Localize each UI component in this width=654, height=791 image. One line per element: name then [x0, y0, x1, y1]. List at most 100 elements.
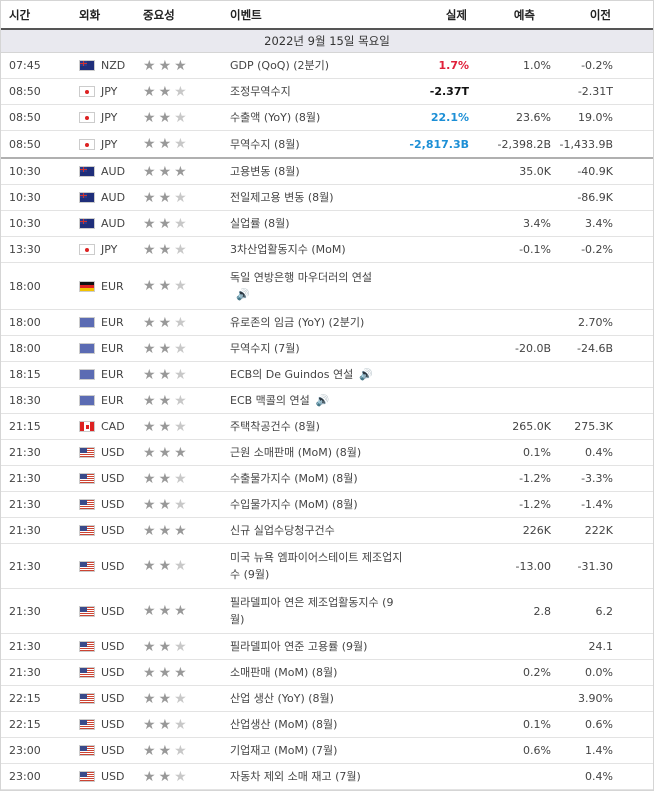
- event-title[interactable]: 필라델피아 연은 제조업활동지수 (9월): [230, 596, 394, 626]
- header-forecast[interactable]: 예측: [513, 7, 535, 22]
- event-title[interactable]: 근원 소매판매 (MoM) (8월): [230, 446, 362, 459]
- star-filled-icon: ★: [143, 522, 159, 539]
- event-time: 23:00: [9, 744, 41, 757]
- event-title[interactable]: 미국 뉴욕 엠파이어스테이트 제조업지수 (9월): [230, 551, 403, 581]
- table-row[interactable]: 21:30 USD ★★★ 필라델피아 연준 고용률 (9월) 24.1: [1, 634, 653, 660]
- event-name[interactable]: 전일제고용 변동 (8월): [228, 185, 406, 210]
- table-row[interactable]: 10:30 AUD ★★★ 고용변동 (8월) 35.0K -40.9K: [1, 159, 653, 185]
- event-forecast: 1.0%: [523, 59, 551, 72]
- star-empty-icon: ★: [174, 638, 190, 655]
- event-name[interactable]: 수출액 (YoY) (8월): [228, 105, 406, 130]
- event-name[interactable]: 근원 소매판매 (MoM) (8월): [228, 440, 406, 465]
- table-row[interactable]: 18:00 EUR ★★★ 독일 연방은행 마우더러의 연설 🔊: [1, 263, 653, 310]
- event-title[interactable]: 고용변동 (8월): [230, 165, 300, 178]
- header-previous[interactable]: 이전: [589, 7, 611, 22]
- event-title[interactable]: 수입물가지수 (MoM) (8월): [230, 498, 358, 511]
- table-row[interactable]: 08:50 JPY ★★★ 조정무역수지 -2.37T -2.31T: [1, 79, 653, 105]
- event-title[interactable]: 무역수지 (8월): [230, 137, 300, 151]
- event-previous: [551, 362, 653, 387]
- event-name[interactable]: 유로존의 임금 (YoY) (2분기): [228, 310, 406, 335]
- event-title[interactable]: 산업 생산 (YoY) (8월): [230, 692, 334, 705]
- star-filled-icon: ★: [158, 690, 175, 707]
- speaker-icon: 🔊: [315, 394, 330, 407]
- event-title[interactable]: GDP (QoQ) (2분기): [230, 59, 330, 72]
- table-row[interactable]: 22:15 USD ★★★ 산업 생산 (YoY) (8월) 3.90%: [1, 686, 653, 712]
- currency-code: USD: [101, 718, 125, 731]
- event-title[interactable]: ECB 맥콜의 연설: [230, 394, 310, 407]
- event-name[interactable]: 무역수지 (8월): [228, 131, 406, 157]
- table-row[interactable]: 23:00 USD ★★★ 기업재고 (MoM) (7월) 0.6% 1.4%: [1, 738, 653, 764]
- event-title[interactable]: 산업생산 (MoM) (8월): [230, 718, 338, 731]
- table-row[interactable]: 10:30 AUD ★★★ 실업률 (8월) 3.4% 3.4%: [1, 211, 653, 237]
- table-row[interactable]: 13:30 JPY ★★★ 3차산업활동지수 (MoM) -0.1% -0.2%: [1, 237, 653, 263]
- table-row[interactable]: 21:15 CAD ★★★ 주택착공건수 (8월) 265.0K 275.3K: [1, 414, 653, 440]
- event-title[interactable]: 실업률 (8월): [230, 217, 290, 230]
- header-importance[interactable]: 중요성: [143, 7, 175, 22]
- table-row[interactable]: 18:15 EUR ★★★ ECB의 De Guindos 연설 🔊: [1, 362, 653, 388]
- event-title[interactable]: ECB의 De Guindos 연설: [230, 368, 354, 381]
- event-title[interactable]: 수출액 (YoY) (8월): [230, 111, 321, 124]
- event-title[interactable]: 수출물가지수 (MoM) (8월): [230, 472, 358, 485]
- event-name[interactable]: 미국 뉴욕 엠파이어스테이트 제조업지수 (9월): [228, 544, 406, 588]
- table-row[interactable]: 21:30 USD ★★★ 신규 실업수당청구건수 226K 222K: [1, 518, 653, 544]
- event-name[interactable]: 산업생산 (MoM) (8월): [228, 712, 406, 737]
- table-row[interactable]: 21:30 USD ★★★ 필라델피아 연은 제조업활동지수 (9월) 2.8 6.2: [1, 589, 653, 634]
- event-title[interactable]: 소매판매 (MoM) (8월): [230, 666, 338, 679]
- header-event[interactable]: 이벤트: [230, 7, 262, 22]
- table-row[interactable]: 08:50 JPY ★★★ 수출액 (YoY) (8월) 22.1% 23.6% 19.0%: [1, 105, 653, 131]
- event-title[interactable]: 자동차 제외 소매 재고 (7월): [230, 770, 361, 783]
- table-row[interactable]: 23:00 USD ★★★ 자동차 제외 소매 재고 (7월) 0.4%: [1, 764, 653, 790]
- event-title[interactable]: 무역수지 (7월): [230, 342, 300, 355]
- table-row[interactable]: 08:50 JPY ★★★ 무역수지 (8월) -2,817.3B -2,398.2B -1…: [1, 131, 653, 159]
- event-title[interactable]: 필라델피아 연준 고용률 (9월): [230, 640, 368, 653]
- event-name[interactable]: 필라델피아 연은 제조업활동지수 (9월): [228, 589, 406, 633]
- event-name[interactable]: 3차산업활동지수 (MoM): [228, 237, 406, 262]
- table-row[interactable]: 22:15 USD ★★★ 산업생산 (MoM) (8월) 0.1% 0.6%: [1, 712, 653, 738]
- event-name[interactable]: 신규 실업수당청구건수: [228, 518, 406, 543]
- event-title[interactable]: 3차산업활동지수 (MoM): [230, 243, 346, 256]
- header-actual[interactable]: 실제: [445, 7, 467, 22]
- table-row[interactable]: 21:30 USD ★★★ 수입물가지수 (MoM) (8월) -1.2% -1.4%: [1, 492, 653, 518]
- event-name[interactable]: 필라델피아 연준 고용률 (9월): [228, 634, 406, 659]
- event-title[interactable]: 신규 실업수당청구건수: [230, 524, 335, 537]
- event-name[interactable]: 무역수지 (7월): [228, 336, 406, 361]
- event-name[interactable]: 고용변동 (8월): [228, 159, 406, 184]
- event-title[interactable]: 조정무역수지: [230, 85, 291, 98]
- event-name[interactable]: 주택착공건수 (8월): [228, 414, 406, 439]
- event-name[interactable]: 소매판매 (MoM) (8월): [228, 660, 406, 685]
- header-time[interactable]: 시간: [9, 7, 31, 22]
- event-currency: USD: [75, 738, 141, 763]
- event-title[interactable]: 독일 연방은행 마우더러의 연설: [230, 271, 373, 284]
- table-row[interactable]: 07:45 NZD ★★★ GDP (QoQ) (2분기) 1.7% 1.0% -0.2%: [1, 53, 653, 79]
- star-filled-icon: ★: [143, 163, 159, 180]
- table-row[interactable]: 21:30 USD ★★★ 근원 소매판매 (MoM) (8월) 0.1% 0.4%: [1, 440, 653, 466]
- event-name[interactable]: GDP (QoQ) (2분기): [228, 53, 406, 78]
- event-name[interactable]: 기업재고 (MoM) (7월): [228, 738, 406, 763]
- event-title[interactable]: 기업재고 (MoM) (7월): [230, 744, 338, 757]
- event-title[interactable]: 전일제고용 변동 (8월): [230, 191, 334, 204]
- event-name[interactable]: 독일 연방은행 마우더러의 연설 🔊: [228, 263, 406, 309]
- event-name[interactable]: 산업 생산 (YoY) (8월): [228, 686, 406, 711]
- event-actual: [406, 159, 472, 184]
- event-title[interactable]: 유로존의 임금 (YoY) (2분기): [230, 316, 365, 329]
- star-filled-icon: ★: [143, 496, 159, 513]
- event-name[interactable]: ECB 맥콜의 연설 🔊: [228, 388, 406, 413]
- event-title[interactable]: 주택착공건수 (8월): [230, 420, 320, 433]
- table-row[interactable]: 18:30 EUR ★★★ ECB 맥콜의 연설 🔊: [1, 388, 653, 414]
- table-row[interactable]: 18:00 EUR ★★★ 무역수지 (7월) -20.0B -24.6B: [1, 336, 653, 362]
- event-name[interactable]: 수입물가지수 (MoM) (8월): [228, 492, 406, 517]
- table-row[interactable]: 10:30 AUD ★★★ 전일제고용 변동 (8월) -86.9K: [1, 185, 653, 211]
- table-row[interactable]: 21:30 USD ★★★ 미국 뉴욕 엠파이어스테이트 제조업지수 (9월) -13.…: [1, 544, 653, 589]
- currency-code: JPY: [101, 137, 118, 151]
- table-row[interactable]: 21:30 USD ★★★ 소매판매 (MoM) (8월) 0.2% 0.0%: [1, 660, 653, 686]
- event-name[interactable]: 조정무역수지: [228, 79, 406, 104]
- table-row[interactable]: 18:00 EUR ★★★ 유로존의 임금 (YoY) (2분기) 2.70%: [1, 310, 653, 336]
- currency-code: USD: [101, 692, 125, 705]
- event-name[interactable]: 실업률 (8월): [228, 211, 406, 236]
- event-name[interactable]: 수출물가지수 (MoM) (8월): [228, 466, 406, 491]
- importance-stars: ★★★: [141, 764, 228, 789]
- header-currency[interactable]: 외화: [79, 7, 101, 22]
- table-row[interactable]: 21:30 USD ★★★ 수출물가지수 (MoM) (8월) -1.2% -3.3%: [1, 466, 653, 492]
- event-name[interactable]: ECB의 De Guindos 연설 🔊: [228, 362, 406, 387]
- event-name[interactable]: 자동차 제외 소매 재고 (7월): [228, 764, 406, 789]
